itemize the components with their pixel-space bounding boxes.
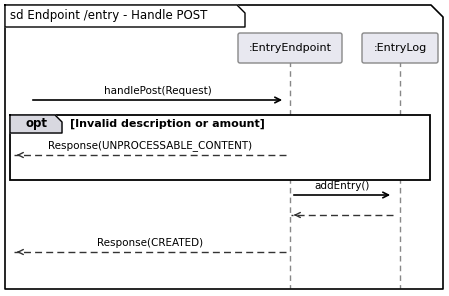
Text: opt: opt (25, 118, 47, 131)
FancyBboxPatch shape (238, 33, 342, 63)
Text: :EntryEndpoint: :EntryEndpoint (248, 43, 331, 53)
Text: addEntry(): addEntry() (314, 181, 370, 191)
Text: :EntryLog: :EntryLog (374, 43, 427, 53)
Text: Response(UNPROCESSABLE_CONTENT): Response(UNPROCESSABLE_CONTENT) (48, 140, 252, 151)
Bar (10, 115, 430, 180)
Text: handlePost(Request): handlePost(Request) (104, 86, 211, 96)
Text: sd Endpoint /entry - Handle POST: sd Endpoint /entry - Handle POST (10, 9, 207, 22)
Polygon shape (10, 115, 62, 133)
Text: Response(CREATED): Response(CREATED) (97, 238, 203, 248)
Polygon shape (5, 5, 245, 27)
Text: [Invalid description or amount]: [Invalid description or amount] (70, 119, 265, 129)
FancyBboxPatch shape (362, 33, 438, 63)
